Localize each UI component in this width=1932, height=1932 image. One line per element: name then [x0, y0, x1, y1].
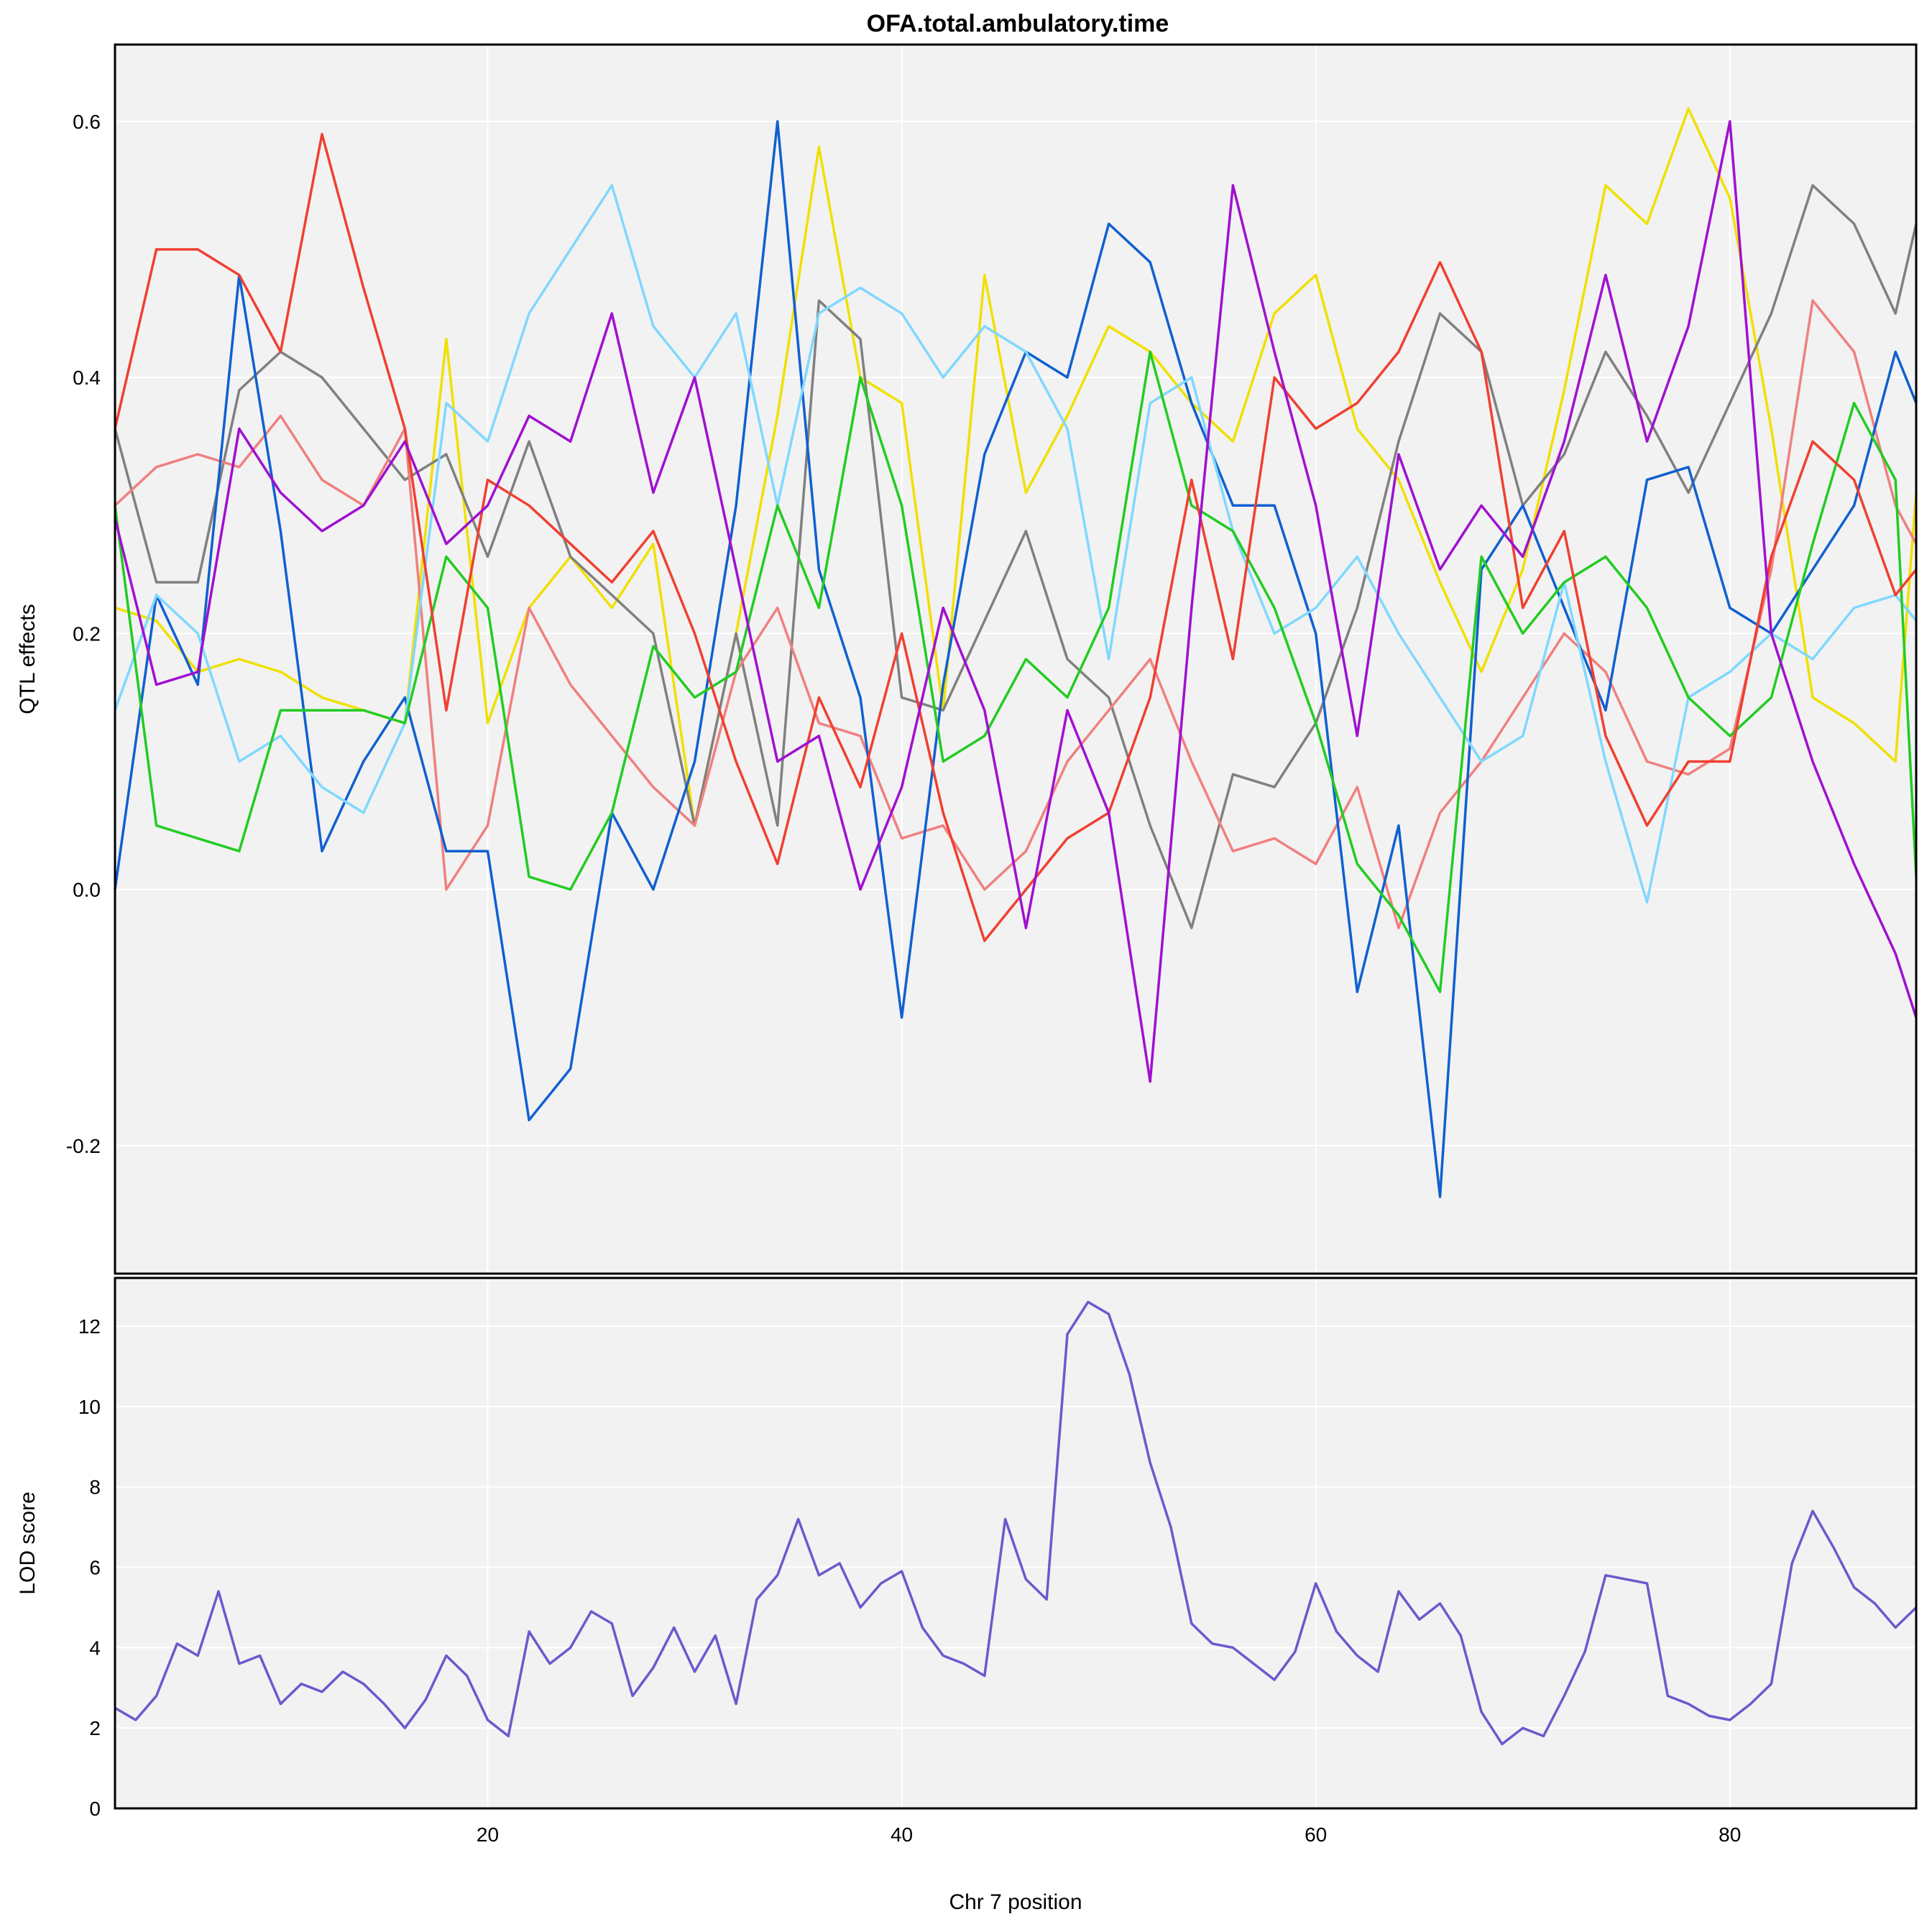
- effects-series-line-7: [114, 120, 1918, 1083]
- lod-panel-background: [115, 1278, 1916, 1808]
- effects-series-line-4: [114, 184, 1918, 904]
- effects-series-line-6: [114, 132, 1918, 942]
- x-tick-label: 20: [477, 1823, 499, 1846]
- lod-panel-frame: [114, 1276, 1918, 1810]
- effects-series-line-5: [114, 350, 1918, 993]
- effects-y-tick-label: 0.4: [73, 367, 101, 389]
- effects-panel-background: [115, 45, 1916, 1274]
- lod-series-line-0: [114, 1300, 1918, 1746]
- x-tick-label: 60: [1305, 1823, 1327, 1846]
- effects-y-axis-label: QTL effects: [16, 604, 40, 714]
- lod-y-tick-label: 4: [89, 1637, 101, 1659]
- effects-series-line-1: [114, 184, 1918, 929]
- effects-y-tick-label: -0.2: [66, 1135, 101, 1157]
- lod-series-group: [114, 1300, 1918, 1746]
- lod-y-tick-label: 10: [78, 1396, 101, 1418]
- effects-y-ticks: -0.2 0.0 0.2 0.4 0.6: [66, 111, 101, 1157]
- lod-y-tick-label: 12: [78, 1315, 101, 1338]
- effects-y-tick-label: 0.0: [73, 879, 101, 901]
- effects-series-group: [114, 107, 1918, 1198]
- x-tick-label: 80: [1719, 1823, 1741, 1846]
- lod-y-tick-label: 8: [89, 1476, 101, 1499]
- lod-y-tick-label: 2: [89, 1717, 101, 1739]
- lod-y-ticks: 0 2 4 6 8 10 12: [78, 1315, 101, 1820]
- lod-x-ticks: 20 40 60 80: [477, 1823, 1741, 1846]
- chart-title: OFA.total.ambulatory.time: [867, 10, 1169, 37]
- x-axis-label: Chr 7 position: [949, 1890, 1082, 1914]
- lod-y-axis-label: LOD score: [16, 1491, 40, 1594]
- effects-panel-frame: [114, 43, 1918, 1275]
- effects-y-tick-label: 0.2: [73, 622, 101, 645]
- effects-panel: -0.2 0.0 0.2 0.4 0.6 QTL effects: [16, 43, 1918, 1275]
- effects-series-line-2: [114, 299, 1918, 929]
- lod-y-tick-label: 0: [89, 1798, 101, 1820]
- lod-panel: 0 2 4 6 8 10 12 20 40 60 80 LOD score Chr 7 posit…: [16, 1276, 1918, 1914]
- effects-y-tick-label: 0.6: [73, 111, 101, 133]
- x-tick-label: 40: [891, 1823, 913, 1846]
- lod-y-tick-label: 6: [89, 1557, 101, 1579]
